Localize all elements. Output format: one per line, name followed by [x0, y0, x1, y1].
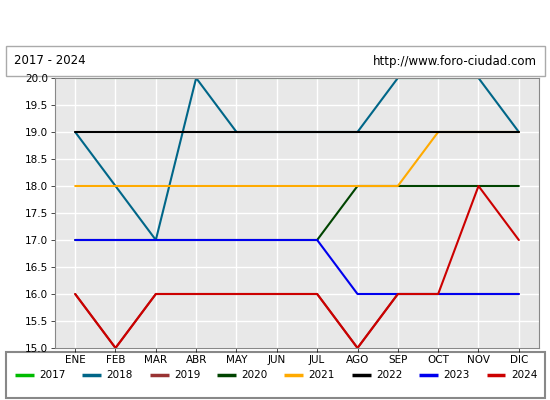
- Text: 2020: 2020: [241, 370, 267, 380]
- Text: Evolucion num de emigrantes en Grañón: Evolucion num de emigrantes en Grañón: [101, 17, 449, 33]
- Text: 2024: 2024: [511, 370, 537, 380]
- Text: 2022: 2022: [376, 370, 403, 380]
- Text: 2021: 2021: [309, 370, 335, 380]
- Text: 2023: 2023: [443, 370, 470, 380]
- Text: http://www.foro-ciudad.com: http://www.foro-ciudad.com: [372, 54, 536, 68]
- Text: 2019: 2019: [174, 370, 200, 380]
- Text: 2017: 2017: [39, 370, 65, 380]
- Text: 2018: 2018: [107, 370, 133, 380]
- Text: 2017 - 2024: 2017 - 2024: [14, 54, 85, 68]
